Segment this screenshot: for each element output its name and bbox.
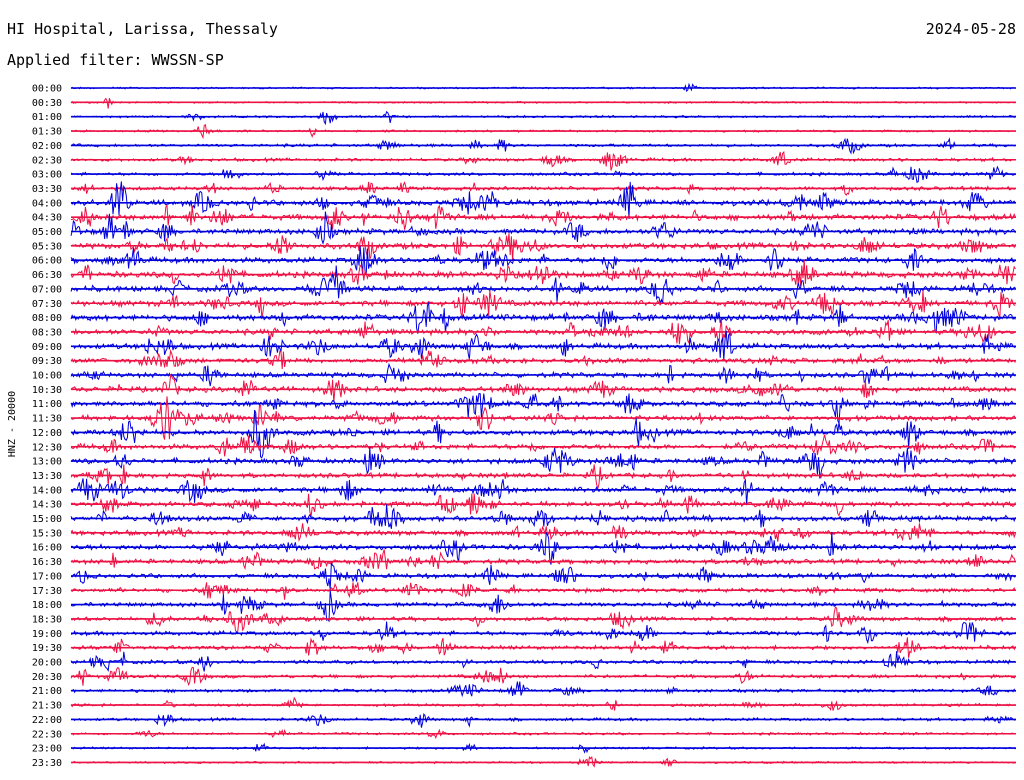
row-time-label: 12:30 xyxy=(32,442,62,453)
row-time-label: 16:30 xyxy=(32,557,62,568)
trace-row xyxy=(70,349,1016,369)
row-time-label: 10:00 xyxy=(32,371,62,382)
row-time-label: 14:00 xyxy=(32,485,62,496)
row-time-label: 08:00 xyxy=(32,313,62,324)
filter-label: Applied filter: WWSSN-SP xyxy=(7,51,224,69)
trace-row xyxy=(70,110,1016,126)
trace-row xyxy=(70,211,1016,246)
row-time-label: 02:30 xyxy=(32,155,62,166)
trace-row xyxy=(70,302,1016,335)
trace-row xyxy=(70,259,1016,287)
row-time-label: 12:00 xyxy=(32,428,62,439)
row-time-label: 00:00 xyxy=(32,84,62,95)
row-time-label: 08:30 xyxy=(32,327,62,338)
row-time-label: 07:00 xyxy=(32,284,62,295)
row-time-label: 21:00 xyxy=(32,686,62,697)
row-time-label: 22:30 xyxy=(32,729,62,740)
trace-row xyxy=(70,150,1016,171)
row-time-label: 03:00 xyxy=(32,170,62,181)
trace-row xyxy=(70,504,1016,529)
row-time-label: 03:30 xyxy=(32,184,62,195)
row-time-label: 19:30 xyxy=(32,643,62,654)
tick-label-group: 00:00 00:30 01:00 01:30 02:00 02:30 03:00 03:30… xyxy=(32,84,62,769)
station-title: HI Hospital, Larissa, Thessaly xyxy=(7,20,278,38)
trace-row xyxy=(70,233,1016,262)
trace-row xyxy=(70,478,1016,505)
trace-row xyxy=(70,97,1016,109)
row-time-label: 23:00 xyxy=(32,744,62,755)
trace-row xyxy=(70,265,1016,306)
row-time-label: 21:30 xyxy=(32,701,62,712)
row-time-label: 00:30 xyxy=(32,98,62,109)
row-time-label: 19:00 xyxy=(32,629,62,640)
row-time-label: 09:00 xyxy=(32,342,62,353)
row-time-label: 02:00 xyxy=(32,141,62,152)
row-time-label: 13:30 xyxy=(32,471,62,482)
row-time-label: 20:00 xyxy=(32,658,62,669)
row-time-label: 20:30 xyxy=(32,672,62,683)
row-time-label: 09:30 xyxy=(32,356,62,367)
row-time-label: 04:00 xyxy=(32,198,62,209)
row-time-label: 11:30 xyxy=(32,414,62,425)
row-time-label: 05:30 xyxy=(32,241,62,252)
row-time-label: 15:30 xyxy=(32,528,62,539)
trace-row xyxy=(70,290,1016,319)
date-label: 2024-05-28 xyxy=(925,20,1016,38)
row-time-label: 10:30 xyxy=(32,385,62,396)
trace-group xyxy=(70,82,1016,768)
row-time-label: 01:00 xyxy=(32,112,62,123)
row-time-label: 06:00 xyxy=(32,256,62,267)
row-time-label: 23:30 xyxy=(32,758,62,769)
row-time-label: 18:30 xyxy=(32,614,62,625)
row-time-label: 15:00 xyxy=(32,514,62,525)
row-time-label: 01:30 xyxy=(32,127,62,138)
trace-row xyxy=(70,523,1016,542)
row-time-label: 04:30 xyxy=(32,213,62,224)
row-time-label: 17:30 xyxy=(32,586,62,597)
row-time-label: 16:00 xyxy=(32,543,62,554)
trace-row xyxy=(70,606,1016,634)
row-time-label: 11:00 xyxy=(32,399,62,410)
trace-row xyxy=(70,434,1016,457)
row-time-label: 05:00 xyxy=(32,227,62,238)
trace-row xyxy=(70,681,1016,698)
row-time-label: 22:00 xyxy=(32,715,62,726)
row-time-label: 06:30 xyxy=(32,270,62,281)
y-axis-label: HNZ - 20000 xyxy=(7,391,18,457)
trace-row xyxy=(70,590,1016,623)
trace-row xyxy=(70,712,1016,728)
row-time-label: 07:30 xyxy=(32,299,62,310)
row-time-label: 17:00 xyxy=(32,571,62,582)
row-time-label: 18:00 xyxy=(32,600,62,611)
trace-row xyxy=(70,464,1016,491)
trace-row xyxy=(70,621,1016,645)
row-time-label: 13:00 xyxy=(32,457,62,468)
trace-row xyxy=(70,531,1016,565)
row-time-label: 14:30 xyxy=(32,500,62,511)
